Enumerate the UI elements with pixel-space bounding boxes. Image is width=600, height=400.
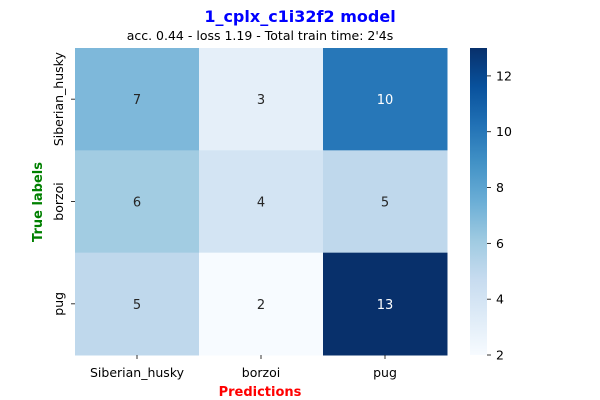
cell-value-label: 3 [257,93,265,108]
heatmap-cell [75,252,200,356]
colorbar-tick-label: 8 [496,180,504,195]
colorbar-tick-label: 2 [496,348,504,363]
heatmap-cell [199,48,324,151]
cell-value-label: 10 [377,93,394,108]
cell-value-label: 5 [381,196,389,211]
colorbar [470,48,487,355]
colorbar-tick-label: 6 [496,236,504,251]
heatmap-cell [75,48,200,151]
cell-value-label: 7 [133,93,141,108]
colorbar-tick-label: 12 [496,68,512,83]
chart-subtitle: acc. 0.44 - loss 1.19 - Total train time… [127,28,394,43]
heatmap-cell [75,150,200,254]
x-tick-label: Siberian_husky [90,365,185,380]
y-tick-label: borzoi [51,182,66,220]
y-tick-label: pug [51,292,66,316]
x-axis-ticks: Siberian_husky borzoi pug [90,355,397,380]
colorbar-tick-label: 10 [496,124,512,139]
cell-value-label: 13 [377,298,394,313]
cell-value-label: 5 [133,298,141,313]
chart-title: 1_cplx_c1i32f2 model [204,7,395,26]
cell-value-label: 2 [257,298,265,313]
y-axis-label: True labels [31,162,46,242]
cell-value-label: 6 [133,196,141,211]
x-axis-label: Predictions [219,385,302,400]
heatmap-cell [199,252,324,356]
heatmap-cell [199,150,324,254]
heatmap-cell [323,48,448,151]
colorbar-tick-label: 4 [496,292,504,307]
cell-value-label: 4 [257,196,265,211]
heatmap-cell [323,150,448,254]
x-tick-label: pug [373,365,397,380]
heatmap-cell [323,252,448,356]
y-tick-label: Siberian_husky [51,52,66,147]
heatmap-cells: 7 3 10 6 4 5 5 2 13 [75,48,448,356]
x-tick-label: borzoi [242,365,280,380]
colorbar-ticks: 2 4 6 8 10 12 [487,68,512,363]
